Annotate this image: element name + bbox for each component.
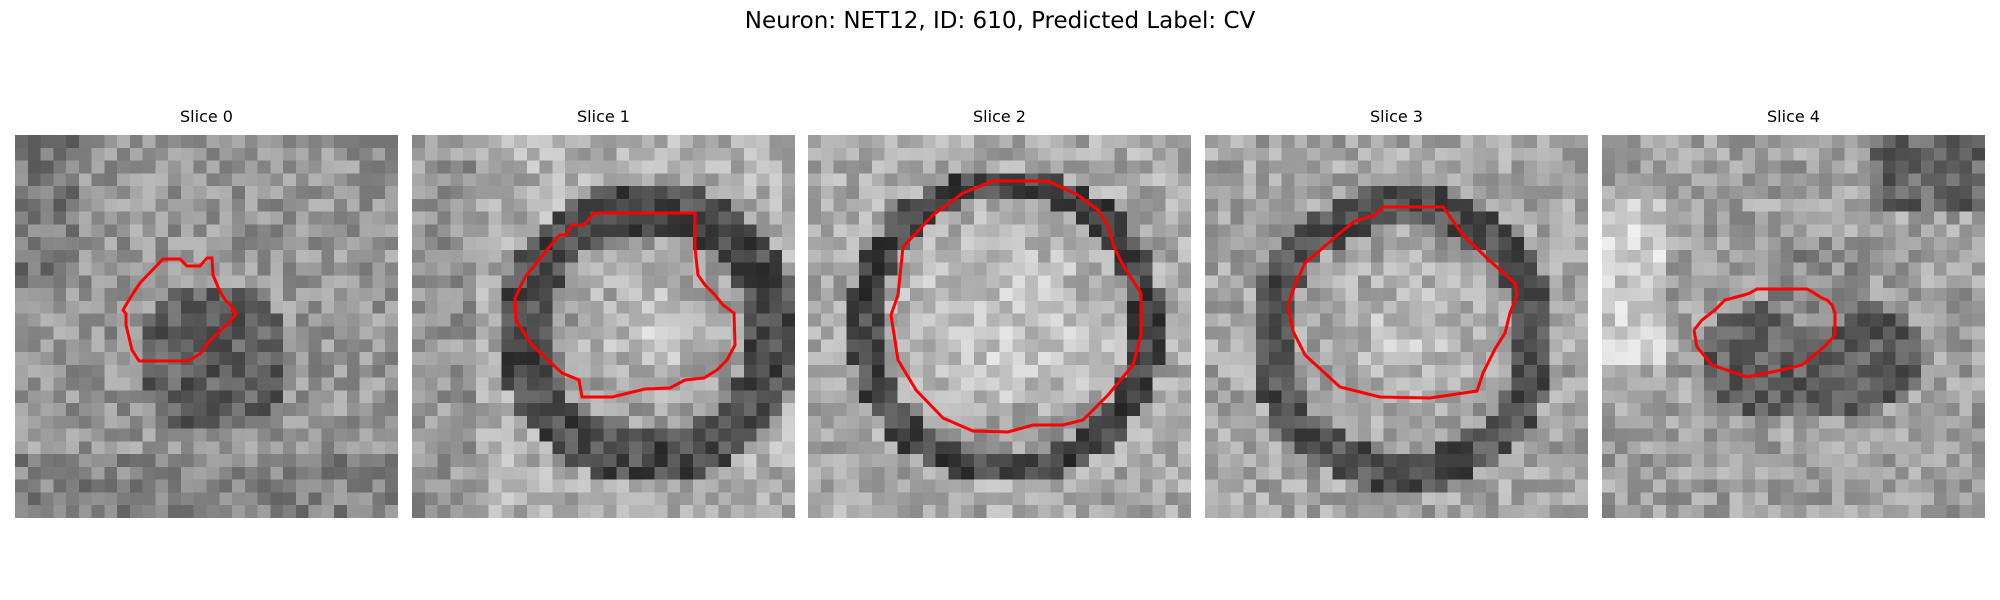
slice-panel-2: Slice 2 [808, 107, 1191, 518]
slice-title: Slice 1 [577, 107, 630, 126]
figure-title: Neuron: NET12, ID: 610, Predicted Label:… [744, 8, 1256, 34]
roi-contour [1286, 205, 1519, 400]
roi-contour [1692, 287, 1837, 379]
slice-title: Slice 4 [1767, 107, 1820, 126]
roi-contour [121, 256, 238, 363]
microscopy-image [1205, 135, 1588, 518]
microscopy-image [1602, 135, 1985, 518]
microscopy-image [15, 135, 398, 518]
slice-title: Slice 0 [180, 107, 233, 126]
slice-panel-4: Slice 4 [1602, 107, 1985, 518]
roi-contour [889, 179, 1143, 434]
slice-panel-0: Slice 0 [15, 107, 398, 518]
microscopy-image [808, 135, 1191, 518]
roi-contour [513, 211, 737, 399]
microscopy-image [412, 135, 795, 518]
slice-panel-3: Slice 3 [1205, 107, 1588, 518]
slice-title: Slice 2 [973, 107, 1026, 126]
slice-title: Slice 3 [1370, 107, 1423, 126]
slice-panel-1: Slice 1 [412, 107, 795, 518]
